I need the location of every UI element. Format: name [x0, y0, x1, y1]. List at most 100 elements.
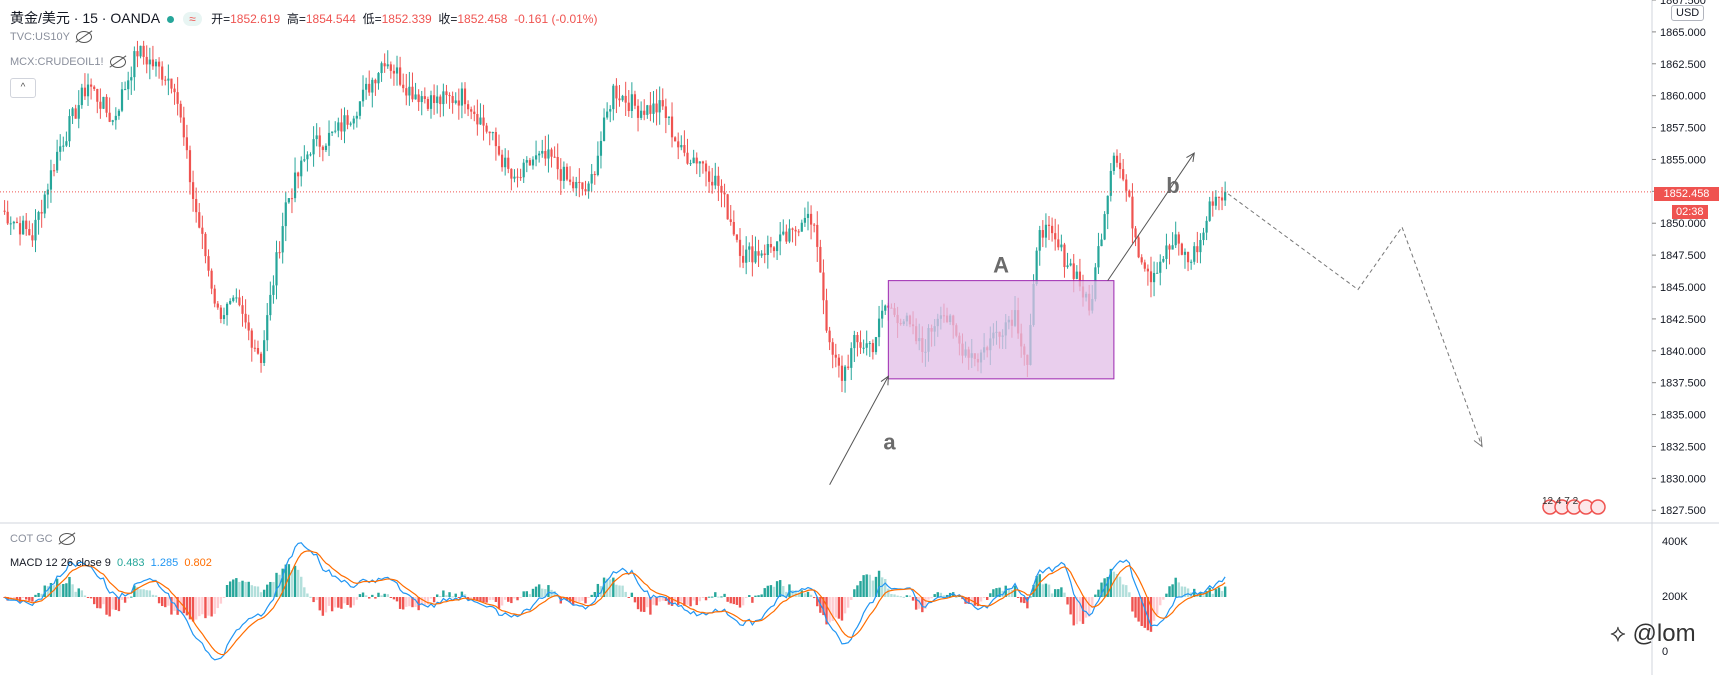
macd-histogram-bar	[12, 597, 16, 599]
macd-histogram-bar	[198, 597, 201, 617]
macd-histogram-bar	[791, 590, 794, 597]
macd-histogram-bar	[497, 597, 501, 609]
candle-body	[729, 219, 732, 222]
eye-hidden-icon[interactable]	[58, 533, 75, 546]
candle-body	[297, 172, 300, 177]
macd-histogram-bar	[232, 579, 235, 597]
candle-body	[315, 135, 318, 140]
candle-body	[612, 85, 615, 110]
macd-histogram-bar	[723, 593, 726, 597]
arrow-line-b	[1107, 152, 1195, 281]
macd-histogram-bar	[6, 597, 9, 601]
overlay-crudeoil[interactable]: MCX:CRUDEOIL1!	[10, 56, 126, 69]
macd-histogram-bar	[689, 597, 692, 607]
status-pill[interactable]: ≈	[183, 12, 202, 26]
macd-histogram-bar	[346, 597, 349, 605]
candle-body	[399, 67, 402, 85]
macd-histogram-bar	[361, 592, 365, 597]
macd-histogram-bar	[312, 597, 315, 603]
eye-hidden-icon[interactable]	[109, 56, 126, 69]
macd-histogram-bar	[247, 581, 250, 597]
macd-histogram-bar	[989, 593, 992, 597]
macd-histogram-bar	[1125, 585, 1128, 597]
macd-histogram-bar	[843, 597, 847, 614]
macd-histogram-bar	[624, 591, 627, 597]
macd-histogram-bar	[797, 592, 800, 597]
candle-body	[488, 131, 491, 134]
candle-body	[609, 109, 612, 112]
cot-indicator[interactable]: COT GC	[10, 533, 75, 546]
macd-histogram-bar	[661, 597, 664, 601]
symbol-title[interactable]: 黄金/美元 · 15 · OANDA	[10, 10, 161, 26]
candle-body	[46, 189, 49, 195]
high-value: 1854.544	[305, 12, 356, 26]
candle-body	[179, 103, 182, 118]
candle-body	[834, 354, 837, 358]
candle-body	[621, 95, 624, 101]
macd-histogram-bar	[321, 597, 325, 616]
candle-body	[590, 174, 593, 184]
macd-histogram-bar	[334, 597, 337, 608]
candle-body	[191, 182, 195, 199]
candle-body	[853, 334, 856, 349]
macd-histogram-value: 0.483	[117, 557, 145, 569]
eye-hidden-icon[interactable]	[75, 31, 92, 44]
macd-histogram-bar	[414, 597, 417, 607]
macd-histogram-bar	[222, 597, 226, 598]
macd-histogram-bar	[25, 597, 28, 600]
macd-signal-value: 0.802	[184, 557, 212, 569]
overlay-us10y-label: TVC:US10Y	[10, 31, 70, 43]
macd-histogram-bar	[587, 597, 590, 598]
macd-histogram-bar	[349, 597, 352, 608]
overlay-us10y[interactable]: TVC:US10Y	[10, 31, 92, 44]
macd-histogram-bar	[142, 589, 145, 597]
macd-histogram-bar	[31, 597, 34, 602]
candle-body	[151, 59, 155, 67]
candle-body	[1171, 245, 1174, 250]
macd-histogram-bar	[395, 597, 399, 602]
macd-histogram-bar	[182, 597, 186, 614]
y-tick-label: 1830.000	[1660, 473, 1706, 485]
macd-histogram-bar	[1208, 587, 1211, 597]
collapse-legend-button[interactable]: ^	[10, 78, 36, 98]
macd-histogram-bar	[43, 585, 46, 597]
currency-button[interactable]: USD	[1671, 5, 1705, 21]
candle-body	[1072, 263, 1075, 279]
macd-histogram-bar	[491, 597, 495, 600]
macd-histogram-bar	[590, 594, 593, 597]
macd-histogram-bar	[544, 589, 547, 597]
candle-body	[1205, 220, 1208, 233]
macd-histogram-bar	[760, 594, 763, 597]
candle-body	[482, 117, 485, 126]
candle-body	[6, 211, 9, 224]
macd-histogram-bar	[1220, 590, 1224, 597]
candle-body	[766, 244, 769, 256]
candle-body	[352, 118, 355, 124]
macd-histogram-bar	[117, 597, 121, 612]
macd-histogram-bar	[618, 585, 621, 597]
macd-histogram-bar	[102, 597, 105, 605]
candle-body	[426, 99, 430, 109]
macd-histogram-bar	[402, 597, 405, 610]
candle-body	[507, 157, 510, 169]
candle-body	[349, 123, 352, 125]
macd-legend[interactable]: MACD 12 26 close 9 0.483 1.285 0.802	[10, 557, 212, 569]
candle-body	[429, 95, 433, 109]
macd-histogram-bar	[1109, 568, 1113, 597]
candle-body	[321, 146, 324, 151]
macd-histogram-bar	[380, 595, 383, 597]
candle-body	[232, 297, 235, 301]
macd-histogram-bar	[541, 588, 544, 597]
y-tick-label: 1857.500	[1660, 123, 1706, 135]
events-flags[interactable]: 12 4 7 2	[1542, 496, 1579, 507]
candle-body	[519, 177, 522, 179]
candle-body	[649, 105, 652, 114]
macd-histogram-bar	[40, 593, 43, 597]
candle-body	[751, 246, 754, 263]
candle-body	[655, 103, 658, 113]
candle-body	[1063, 244, 1066, 268]
macd-histogram-bar	[266, 584, 269, 597]
macd-histogram-bar	[933, 594, 936, 597]
candle-body	[624, 95, 627, 103]
